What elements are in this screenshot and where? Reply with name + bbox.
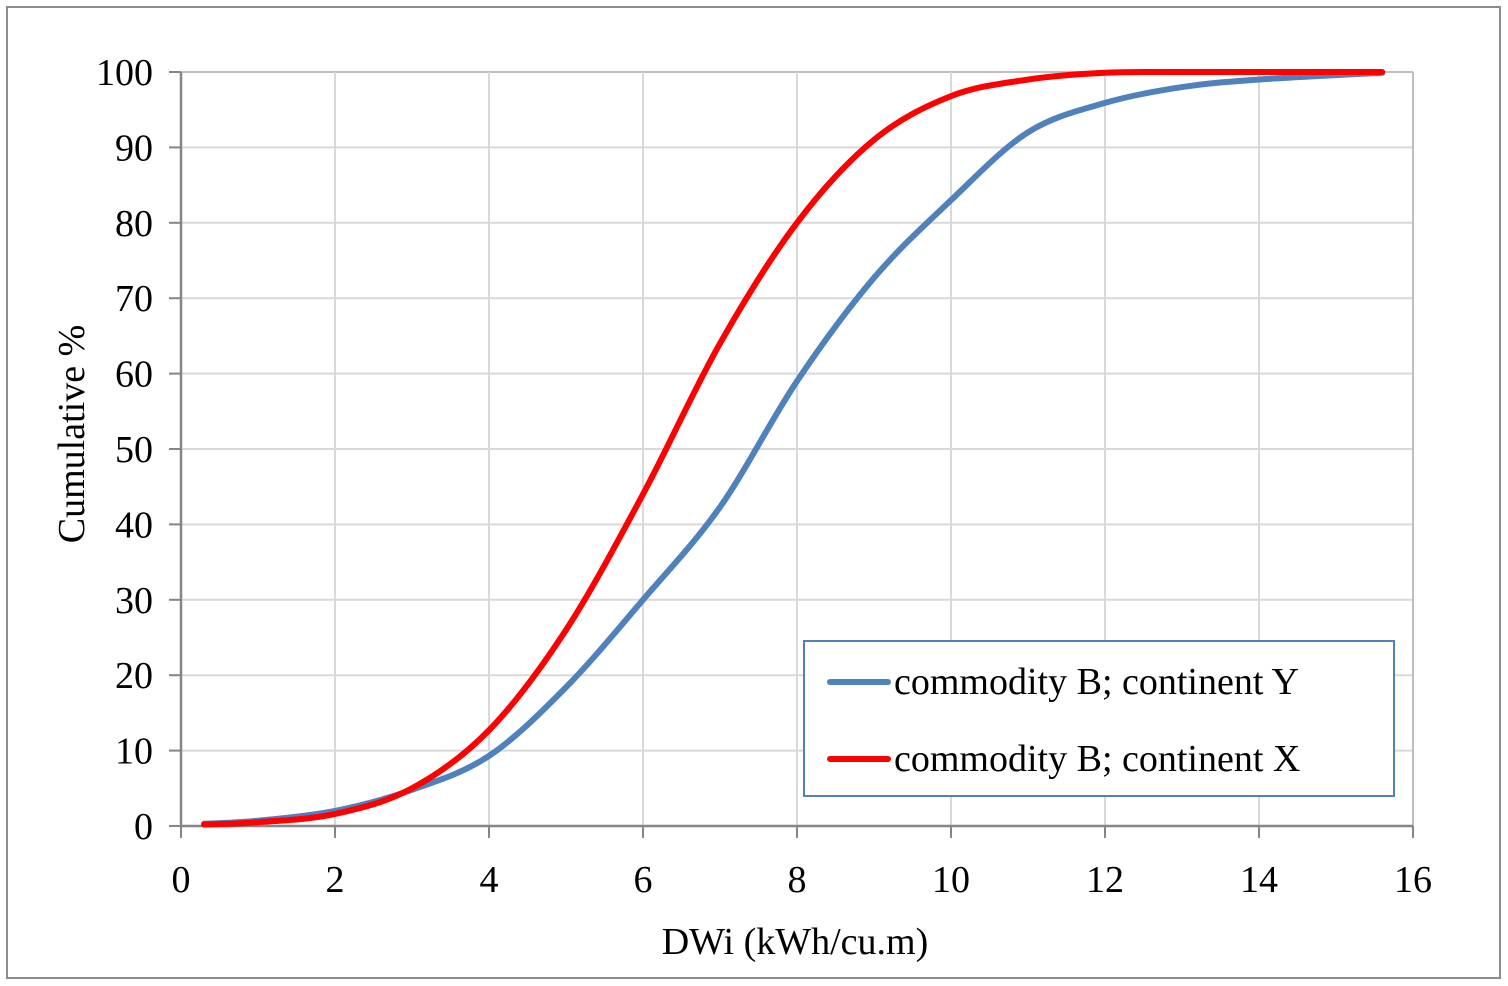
legend-line-icon [827,679,891,685]
y-tick-label: 40 [115,504,153,546]
data-series [201,68,1386,828]
y-axis-title: Cumulative % [51,325,93,543]
x-tick-label: 8 [788,859,807,901]
y-tick-label: 70 [115,278,153,320]
y-tick-label: 50 [115,429,153,471]
x-tick-label: 0 [172,859,191,901]
y-tick-label: 20 [115,655,153,697]
y-tick-label: 10 [115,731,153,773]
x-tick-label: 2 [326,859,345,901]
y-tick-label: 90 [115,127,153,169]
legend-label: commodity B; continent X [894,738,1301,780]
x-axis-title: DWi (kWh/cu.m) [662,921,929,963]
legend-item-continent-x: commodity B; continent X [805,734,1300,784]
x-tick-label: 14 [1240,859,1278,901]
x-tick-label: 12 [1086,859,1124,901]
axes [169,71,1414,838]
legend-item-continent-y: commodity B; continent Y [805,657,1299,707]
y-axis-tick-labels: 0 10 20 30 40 50 60 70 80 90 100 [96,52,153,848]
x-tick-label: 10 [932,859,970,901]
y-tick-label: 0 [134,806,153,848]
y-tick-label: 100 [96,52,153,94]
y-tick-label: 80 [115,203,153,245]
chart-frame [6,6,1501,979]
y-tick-label: 30 [115,580,153,622]
x-axis-tick-labels: 0 2 4 6 8 10 12 14 16 [172,859,1433,901]
legend-label: commodity B; continent Y [894,661,1299,703]
series-line-continent-x [201,68,1386,828]
y-tick-label: 60 [115,354,153,396]
legend-line-icon [827,756,891,762]
x-tick-label: 16 [1394,859,1432,901]
x-tick-label: 6 [634,859,653,901]
legend: commodity B; continent Y commodity B; co… [803,640,1395,797]
x-tick-label: 4 [480,859,499,901]
